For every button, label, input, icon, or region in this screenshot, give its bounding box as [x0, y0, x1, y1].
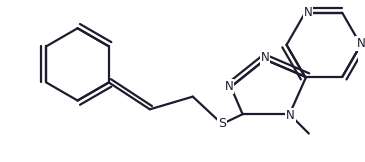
Text: N: N: [304, 6, 312, 19]
Text: N: N: [261, 51, 269, 64]
Text: N: N: [356, 37, 365, 50]
Text: N: N: [224, 80, 233, 93]
Text: S: S: [218, 117, 226, 130]
Text: N: N: [286, 109, 295, 122]
